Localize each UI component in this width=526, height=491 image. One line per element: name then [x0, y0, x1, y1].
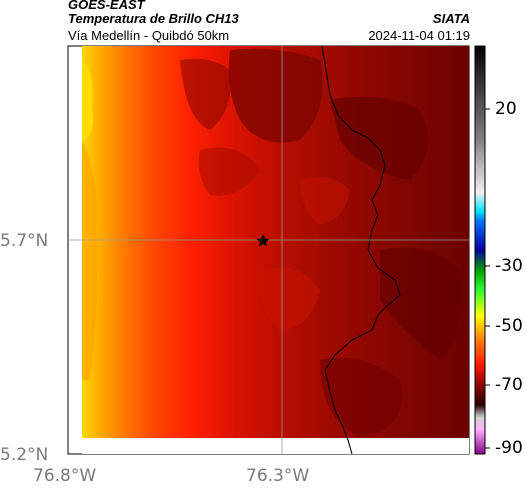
lat-tick-label: 5.2°N	[0, 445, 49, 465]
lon-tick-label: 76.8°W	[33, 466, 97, 486]
colorbar-tick-label: -70	[495, 375, 523, 395]
timestamp-label: 2024-11-04 01:19	[368, 28, 470, 43]
lat-tick-label: 5.7°N	[0, 231, 49, 251]
satellite-name: GOES-EAST	[68, 0, 145, 12]
organization-label: SIATA	[432, 11, 470, 26]
colorbar-ticks	[485, 108, 490, 449]
route-label: Vía Medellín - Quibdó 50km	[68, 28, 230, 43]
colorbar-tick-label: -90	[495, 438, 523, 458]
colorbar-tick-label: -50	[495, 316, 523, 336]
colorbar-tick-label: 20	[495, 99, 517, 119]
product-title: Temperatura de Brillo CH13	[68, 11, 239, 26]
brightness-temperature-field	[82, 46, 469, 438]
star-icon	[256, 234, 270, 247]
colorbar-tick-label: -30	[495, 256, 523, 276]
colorbar	[474, 45, 486, 455]
border-line	[321, 45, 401, 455]
lon-tick-label: 76.3°W	[246, 466, 310, 486]
